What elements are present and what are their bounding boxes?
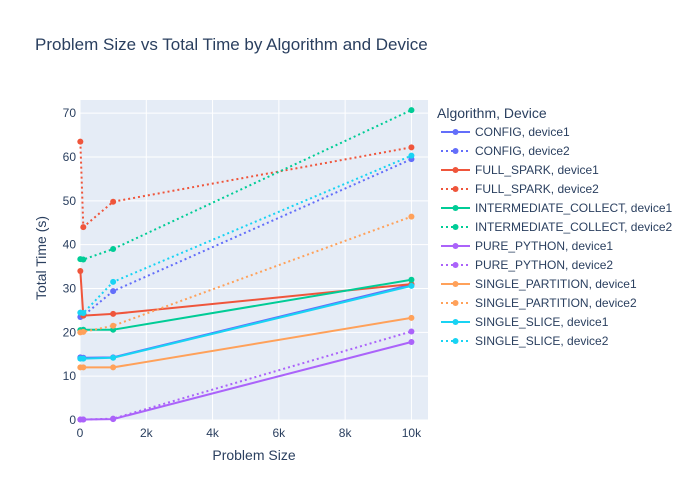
legend-swatch-marker [452,148,459,154]
series-single-partition-device2 [77,213,415,336]
legend-label: FULL_SPARK, device1 [475,163,599,177]
x-tick-label: 10k [402,426,422,440]
legend-item[interactable]: SINGLE_PARTITION, device2 [441,296,637,310]
legend-item[interactable]: INTERMEDIATE_COLLECT, device2 [441,220,672,234]
data-point [110,288,117,295]
x-tick-label: 8k [339,426,353,440]
legend-swatch-marker [452,300,459,306]
x-tick-label: 4k [206,426,220,440]
legend-swatch-marker [452,167,459,173]
legend-swatch-marker [452,281,459,287]
legend-item[interactable]: CONFIG, device2 [441,144,570,158]
legend-label: CONFIG, device2 [475,144,570,158]
data-point [110,278,117,285]
data-point [110,354,117,361]
legend-item[interactable]: SINGLE_SLICE, device1 [441,315,609,329]
y-tick-label: 10 [63,369,77,383]
legend-item[interactable]: INTERMEDIATE_COLLECT, device1 [441,201,672,215]
data-point [110,364,117,371]
chart-title: Problem Size vs Total Time by Algorithm … [35,35,428,54]
data-point [80,310,87,317]
series-full-spark-device2 [77,138,415,231]
data-point [77,267,84,274]
legend-title: Algorithm, Device [437,105,547,121]
legend[interactable]: CONFIG, device1 CONFIG, device2 FULL_SPARK… [441,125,672,348]
legend-swatch-marker [452,262,459,268]
y-tick-label: 40 [63,238,77,252]
legend-label: FULL_SPARK, device2 [475,182,599,196]
y-tick-label: 50 [63,194,77,208]
series-group [77,107,415,423]
x-tick-label: 2k [140,426,154,440]
data-point [408,144,415,151]
series-pure-python-device2 [77,328,415,423]
legend-label: SINGLE_SLICE, device2 [475,334,609,348]
legend-label: PURE_PYTHON, device2 [475,258,613,272]
data-point [408,282,415,289]
legend-label: CONFIG, device1 [475,125,570,139]
data-point [408,338,415,345]
legend-item[interactable]: SINGLE_PARTITION, device1 [441,277,637,291]
series-single-slice-device1 [77,282,415,362]
data-point [80,364,87,371]
plot-area [80,100,428,420]
y-tick-label: 30 [63,281,77,295]
legend-swatch-marker [452,205,459,211]
series-line [79,270,412,317]
data-point [408,314,415,321]
legend-item[interactable]: CONFIG, device1 [441,125,570,139]
legend-swatch-marker [452,129,459,135]
legend-label: SINGLE_PARTITION, device2 [475,296,637,310]
y-tick-label: 20 [63,325,77,339]
x-tick-label: 6k [273,426,287,440]
x-tick-label: 0 [77,426,84,440]
x-axis-title: Problem Size [212,447,295,463]
data-point [408,276,415,283]
legend-label: SINGLE_PARTITION, device1 [475,277,637,291]
legend-item[interactable]: PURE_PYTHON, device2 [441,258,613,272]
legend-label: PURE_PYTHON, device1 [475,239,613,253]
series-single-partition-device1 [77,314,415,371]
legend-label: INTERMEDIATE_COLLECT, device2 [475,220,672,234]
legend-swatch-marker [452,186,459,192]
legend-swatch-marker [452,319,459,325]
y-tick-label: 60 [63,150,77,164]
data-point [80,256,87,263]
data-point [408,107,415,114]
legend-item[interactable]: PURE_PYTHON, device1 [441,239,613,253]
series-line [79,141,412,229]
data-point [80,416,87,423]
data-point [408,213,415,220]
data-point [110,310,117,317]
data-point [408,328,415,335]
data-point [408,152,415,159]
legend-swatch-marker [452,224,459,230]
y-tick-label: 70 [63,106,77,120]
data-point [110,198,117,205]
axis-ticks: 0 2k 4k 6k 8k 10k 0 10 20 30 40 50 60 70 [63,106,422,440]
legend-item[interactable]: FULL_SPARK, device2 [441,182,599,196]
legend-item[interactable]: FULL_SPARK, device1 [441,163,599,177]
legend-swatch-marker [452,338,459,344]
legend-item[interactable]: SINGLE_SLICE, device2 [441,334,609,348]
data-point [80,355,87,362]
data-point [80,328,87,335]
y-tick-label: 0 [69,413,76,427]
data-point [110,246,117,253]
legend-label: INTERMEDIATE_COLLECT, device1 [475,201,672,215]
data-point [80,224,87,231]
series-single-slice-device2 [77,152,415,317]
y-axis-title: Total Time (s) [33,216,49,300]
legend-label: SINGLE_SLICE, device1 [475,315,609,329]
data-point [110,415,117,422]
data-point [110,322,117,329]
series-intermediate-collect-device2 [77,107,415,263]
data-point [77,138,84,145]
legend-swatch-marker [452,243,459,249]
